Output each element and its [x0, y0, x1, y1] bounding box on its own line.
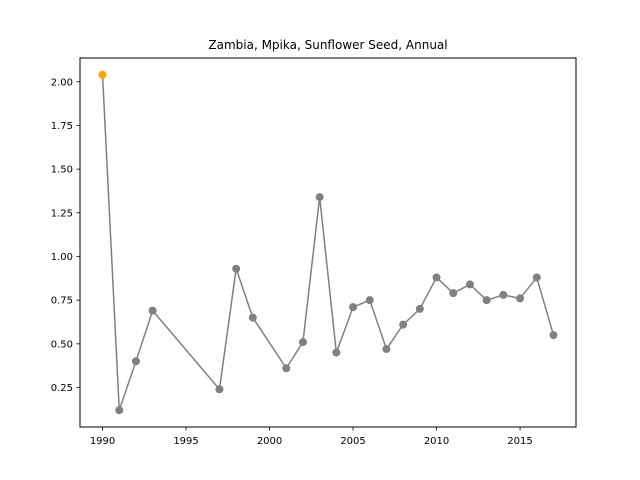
- x-tick-label: 2000: [257, 436, 282, 447]
- chart-title: Zambia, Mpika, Sunflower Seed, Annual: [208, 38, 447, 52]
- highlight-point: [98, 70, 107, 79]
- x-axis: 1990 1995 2000 2005 2010 2015: [90, 427, 533, 447]
- y-tick-label: 1.75: [51, 121, 73, 132]
- y-tick-label: 0.25: [51, 383, 73, 394]
- series-line: [101, 74, 555, 411]
- plot-area: [98, 70, 558, 415]
- data-point: [415, 304, 424, 313]
- data-point: [516, 294, 525, 303]
- data-point: [482, 296, 491, 305]
- data-point: [332, 348, 341, 357]
- x-tick-label: 2010: [424, 436, 449, 447]
- data-point: [131, 357, 140, 366]
- y-tick-label: 1.00: [51, 252, 73, 263]
- y-tick-label: 0.50: [51, 339, 73, 350]
- x-tick-label: 1990: [90, 436, 115, 447]
- data-point: [282, 364, 291, 373]
- data-point: [365, 296, 374, 305]
- y-tick-label: 2.00: [51, 77, 73, 88]
- data-point: [148, 306, 157, 315]
- data-point: [449, 289, 458, 298]
- data-point: [115, 406, 124, 415]
- y-tick-label: 1.25: [51, 208, 73, 219]
- x-tick-label: 2015: [507, 436, 532, 447]
- data-point: [549, 331, 558, 340]
- data-point: [532, 273, 541, 282]
- data-point: [232, 264, 241, 273]
- data-point: [298, 338, 307, 347]
- plot-frame: [79, 57, 577, 428]
- x-tick-label: 2005: [340, 436, 365, 447]
- data-point: [382, 345, 391, 354]
- data-point: [215, 385, 224, 394]
- x-tick-label: 1995: [173, 436, 198, 447]
- data-point: [499, 290, 508, 299]
- data-point: [248, 313, 257, 322]
- data-point: [349, 303, 358, 312]
- data-point: [399, 320, 408, 329]
- y-tick-label: 1.50: [51, 165, 73, 176]
- data-point: [432, 273, 441, 282]
- data-point: [315, 193, 324, 202]
- y-axis: 0.25 0.50 0.75 1.00 1.25 1.50 1.75 2.00: [51, 77, 80, 394]
- y-tick-label: 0.75: [51, 296, 73, 307]
- data-point: [465, 280, 474, 289]
